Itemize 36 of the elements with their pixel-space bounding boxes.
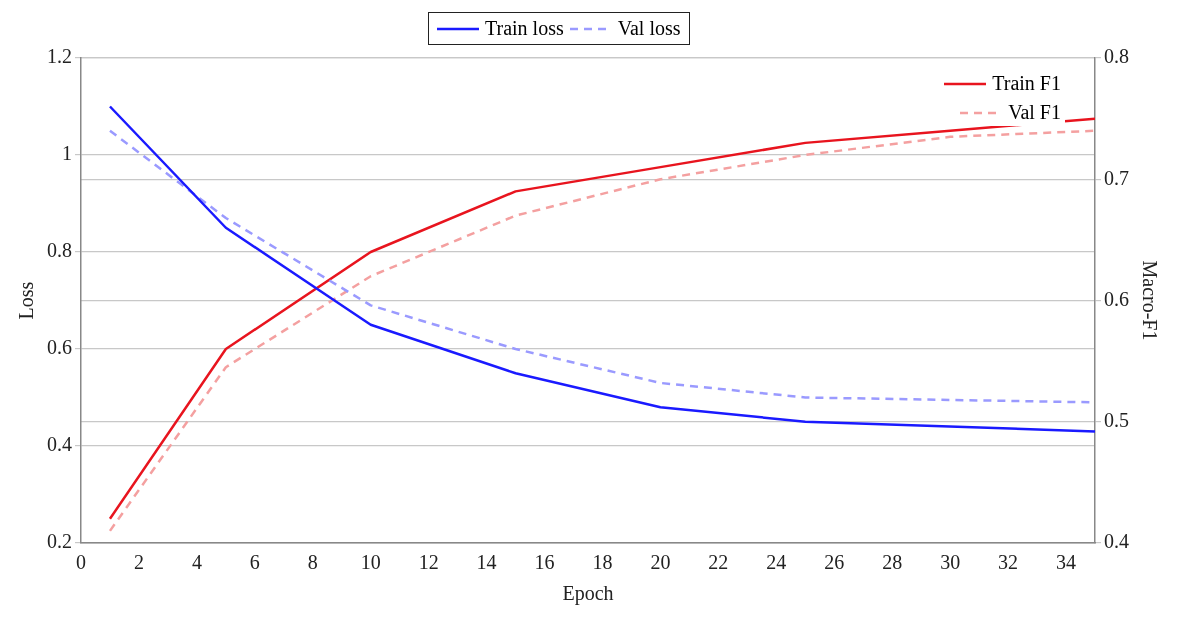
y2-tick-label: 0.4 bbox=[1104, 530, 1129, 553]
legend-label: Train F1 bbox=[992, 72, 1061, 95]
x-tick-label: 18 bbox=[592, 551, 613, 574]
x-tick-label: 16 bbox=[534, 551, 555, 574]
x-tick-label: 26 bbox=[824, 551, 845, 574]
x-axis-title: Epoch bbox=[562, 582, 614, 606]
x-tick-label: 28 bbox=[882, 551, 903, 574]
y-axis-title: Loss bbox=[15, 281, 38, 320]
x-tick-label: 30 bbox=[940, 551, 961, 574]
legend-label: Val loss bbox=[617, 17, 681, 40]
legend-label: Val F1 bbox=[1008, 101, 1061, 124]
x-tick-label: 4 bbox=[191, 551, 202, 574]
y-tick-label: 0.8 bbox=[47, 239, 72, 262]
x-tick-label: 8 bbox=[307, 551, 318, 574]
x-tick-label: 2 bbox=[133, 551, 144, 574]
x-tick-label: 0 bbox=[76, 551, 86, 574]
x-tick-label: 12 bbox=[418, 551, 439, 574]
y-tick-label: 0.4 bbox=[47, 433, 72, 456]
y2-tick-label: 0.5 bbox=[1104, 409, 1129, 431]
y-tick-label: 0.6 bbox=[47, 336, 72, 359]
y2-tick-label: 0.7 bbox=[1104, 166, 1129, 189]
x-tick-label: 22 bbox=[708, 551, 729, 574]
x-tick-label: 24 bbox=[766, 551, 787, 574]
x-tick-label: 10 bbox=[360, 551, 381, 574]
x-tick-label: 6 bbox=[249, 551, 260, 574]
y2-tick-label: 0.6 bbox=[1104, 287, 1129, 310]
x-tick-label: 34 bbox=[1056, 551, 1077, 574]
x-tick-label: 20 bbox=[650, 551, 671, 574]
legend-label: Train loss bbox=[485, 17, 564, 40]
y-tick-label: 1.2 bbox=[47, 45, 72, 68]
x-tick-label: 14 bbox=[476, 551, 497, 574]
y-tick-label: 1 bbox=[62, 142, 72, 165]
y-tick-label: 0.2 bbox=[47, 530, 72, 553]
x-tick-label: 32 bbox=[998, 551, 1019, 574]
y2-axis-title: Macro-F1 bbox=[1138, 260, 1161, 341]
y2-tick-label: 0.8 bbox=[1104, 45, 1129, 68]
